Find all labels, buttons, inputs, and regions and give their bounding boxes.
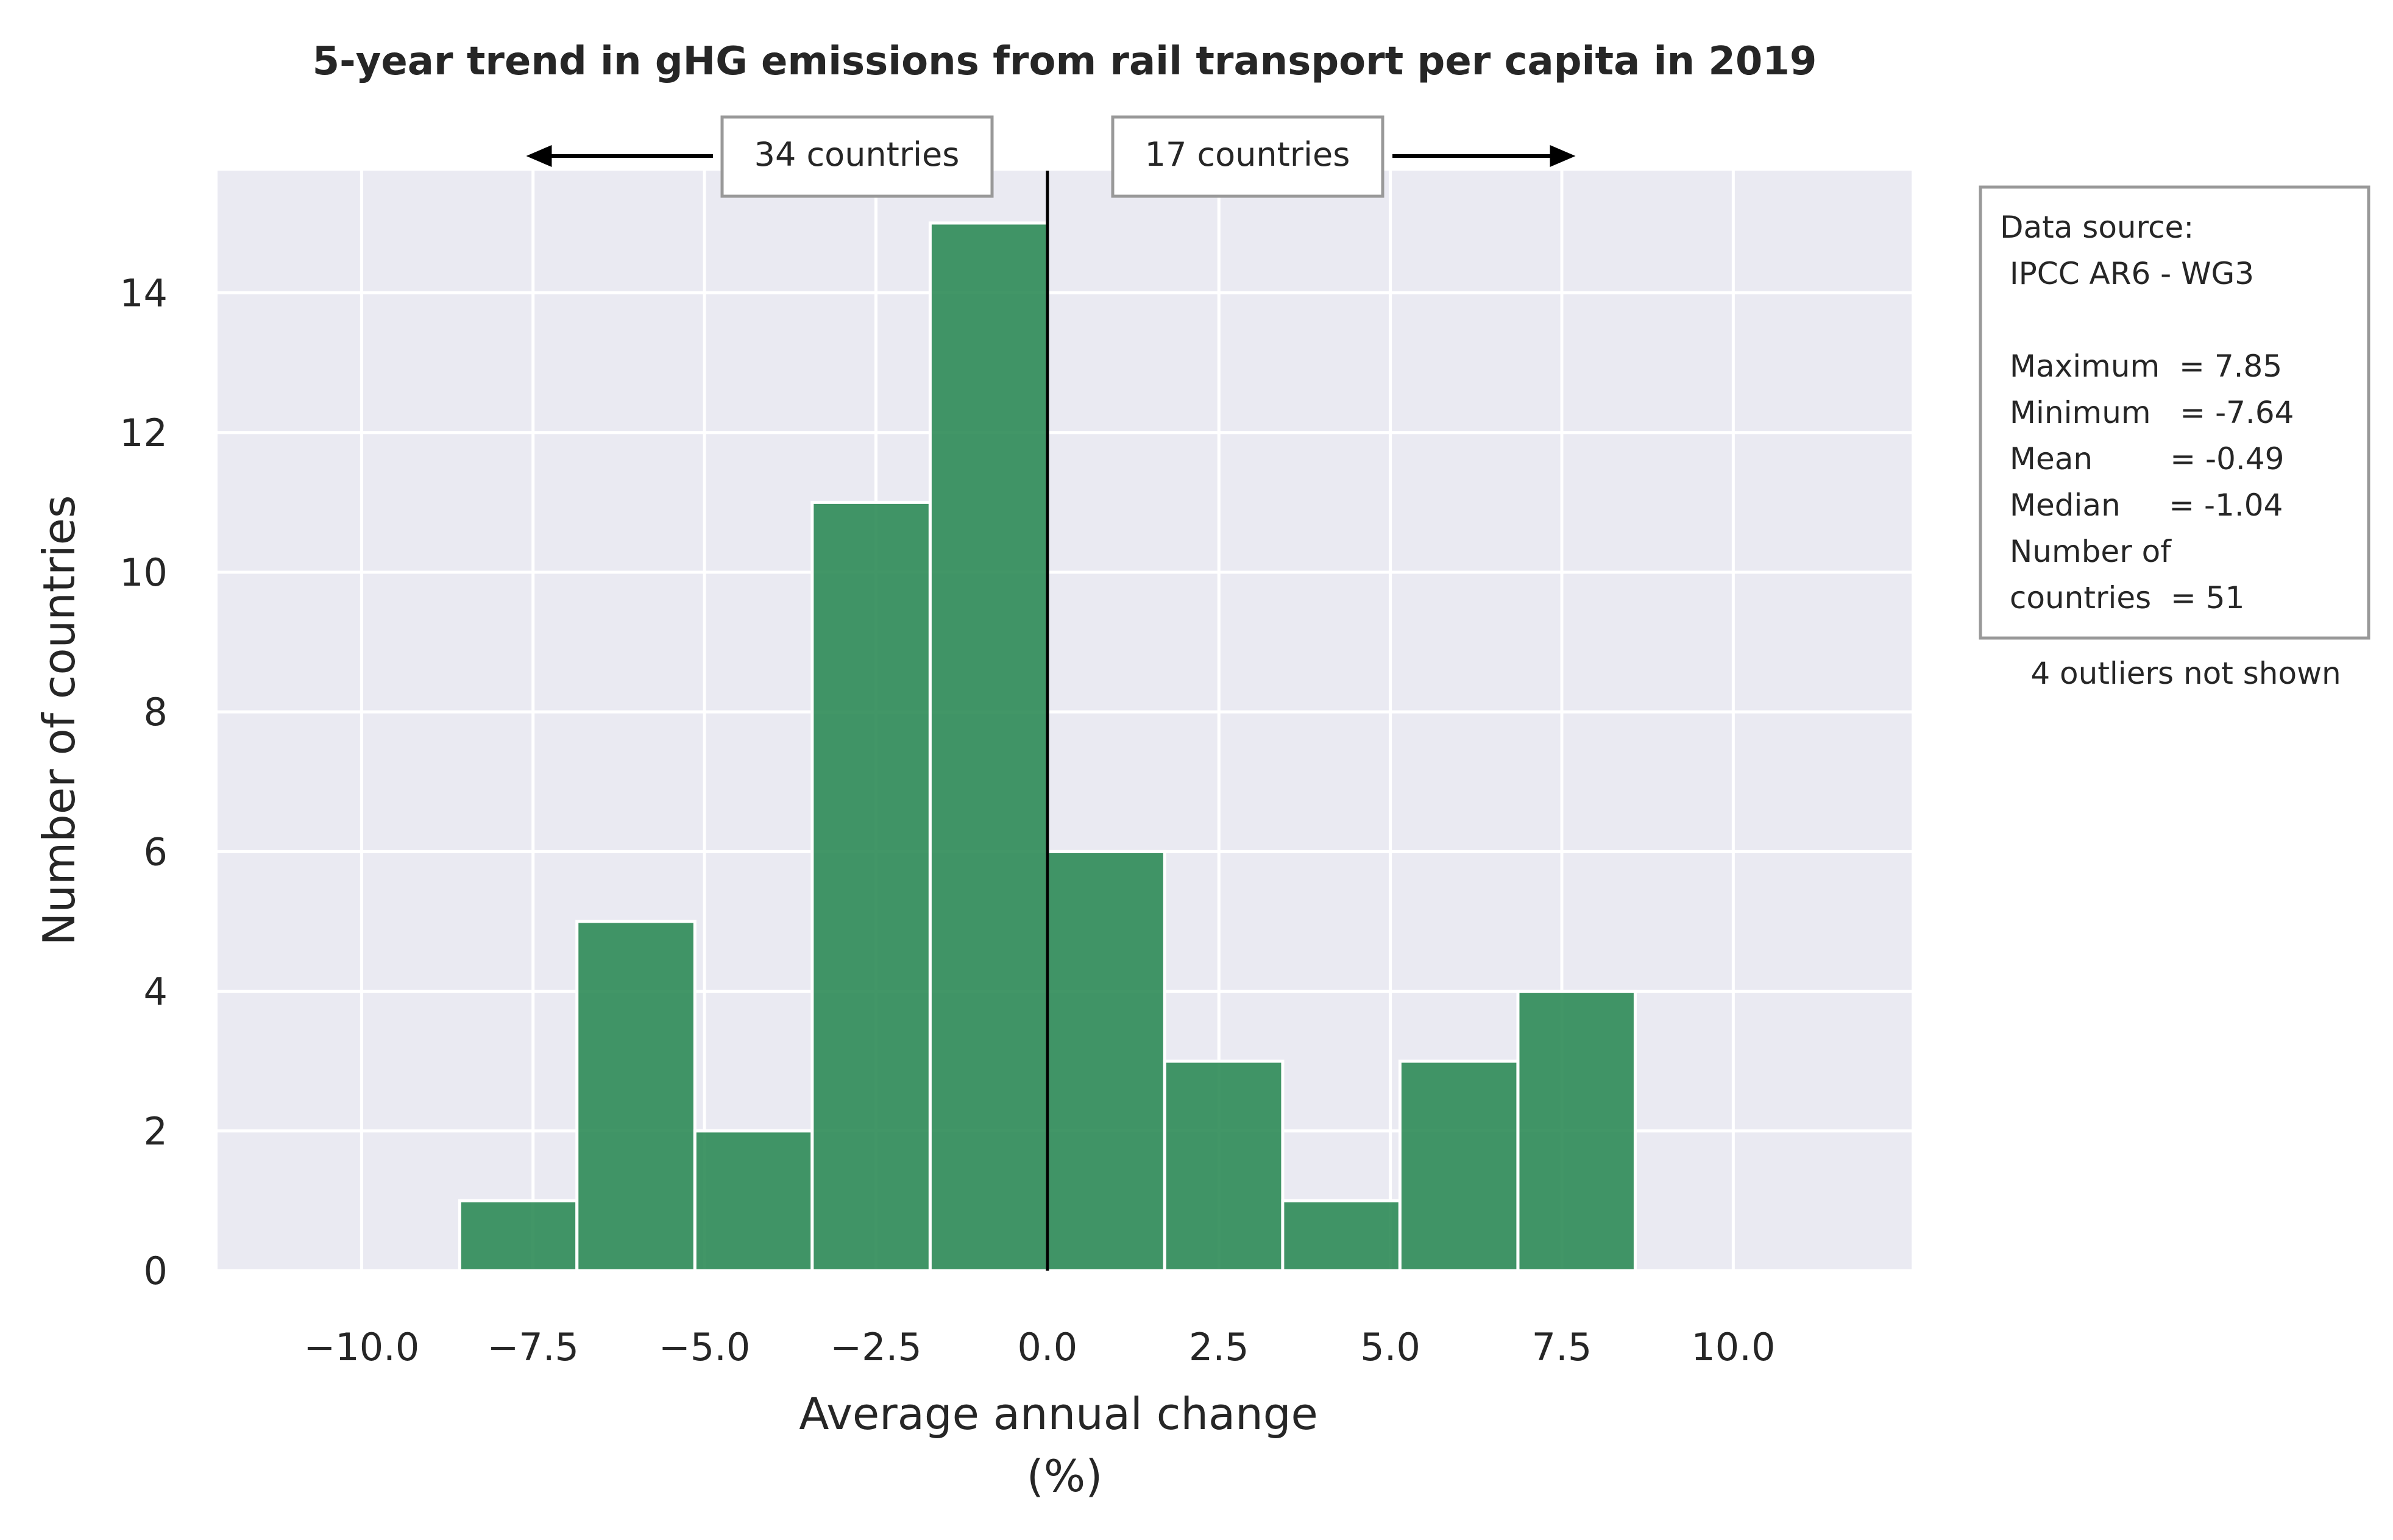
left-count-label: 34 countries <box>754 135 960 174</box>
stats-box-line: Data source: <box>2000 210 2194 245</box>
right-count-label: 17 countries <box>1145 135 1350 174</box>
stats-box-line: Maximum = 7.85 <box>2000 349 2282 384</box>
left-arrowhead-icon <box>526 145 552 167</box>
y-tick-labels: 0 2 4 6 8 10 12 14 <box>119 271 168 1293</box>
right-count-box <box>1111 115 1384 198</box>
x-tick-label: 0.0 <box>1018 1325 1078 1369</box>
y-tick-label: 4 <box>144 970 168 1014</box>
stats-box: Data source: IPCC AR6 - WG3 Maximum = 7.… <box>1979 185 2370 691</box>
histogram-bar <box>1281 1199 1402 1272</box>
stats-box-line: Minimum = -7.64 <box>2000 395 2294 430</box>
x-tick-label: −5.0 <box>659 1325 751 1369</box>
stats-box-line: Median = -1.04 <box>2000 488 2283 523</box>
stats-box-line: countries = 51 <box>2000 580 2244 616</box>
stats-box-line: Mean = -0.49 <box>2000 441 2284 477</box>
x-tick-label: 5.0 <box>1360 1325 1420 1369</box>
x-tick-label: 2.5 <box>1189 1325 1249 1369</box>
x-axis-label: Average annual change <box>799 1388 1318 1439</box>
histogram-bar <box>1398 1059 1520 1272</box>
left-count-box <box>720 115 994 198</box>
stats-box-frame <box>1979 185 2370 640</box>
histogram-bar <box>810 500 932 1272</box>
y-axis-label: Number of countries <box>34 495 85 946</box>
histogram-bar <box>1163 1059 1285 1272</box>
histogram-bar <box>1046 850 1166 1272</box>
y-tick-label: 0 <box>144 1249 168 1293</box>
y-tick-label: 10 <box>119 550 168 595</box>
y-tick-label: 12 <box>119 411 168 455</box>
x-axis-unit: (%) <box>1027 1450 1103 1502</box>
histogram-bar <box>575 920 697 1272</box>
histogram-bar <box>928 221 1049 1272</box>
outliers-note: 4 outliers not shown <box>2030 656 2341 691</box>
count-annotations: 34 countries 17 countries <box>526 115 1576 198</box>
y-tick-label: 14 <box>119 271 168 316</box>
y-tick-label: 2 <box>144 1109 168 1154</box>
histogram-bar <box>1516 990 1637 1272</box>
x-tick-label: 7.5 <box>1532 1325 1592 1369</box>
stats-box-lines: Data source: IPCC AR6 - WG3 Maximum = 7.… <box>2000 210 2294 616</box>
right-arrowhead-icon <box>1550 145 1576 167</box>
y-tick-label: 8 <box>144 690 168 734</box>
stats-box-line: IPCC AR6 - WG3 <box>2000 256 2254 291</box>
y-tick-label: 6 <box>144 829 168 874</box>
x-tick-label: −7.5 <box>487 1325 579 1369</box>
histogram-bar <box>693 1129 814 1272</box>
chart-title: 5-year trend in gHG emissions from rail … <box>313 39 1817 84</box>
x-tick-label: −2.5 <box>830 1325 922 1369</box>
histogram-bar <box>458 1199 579 1272</box>
x-tick-labels: −10.0 −7.5 −5.0 −2.5 0.0 2.5 5.0 7.5 10.0 <box>303 1325 1775 1369</box>
histogram-bars <box>458 221 1637 1272</box>
stats-box-line: Number of <box>2000 534 2172 569</box>
x-tick-label: 10.0 <box>1691 1325 1775 1369</box>
x-tick-label: −10.0 <box>303 1325 419 1369</box>
